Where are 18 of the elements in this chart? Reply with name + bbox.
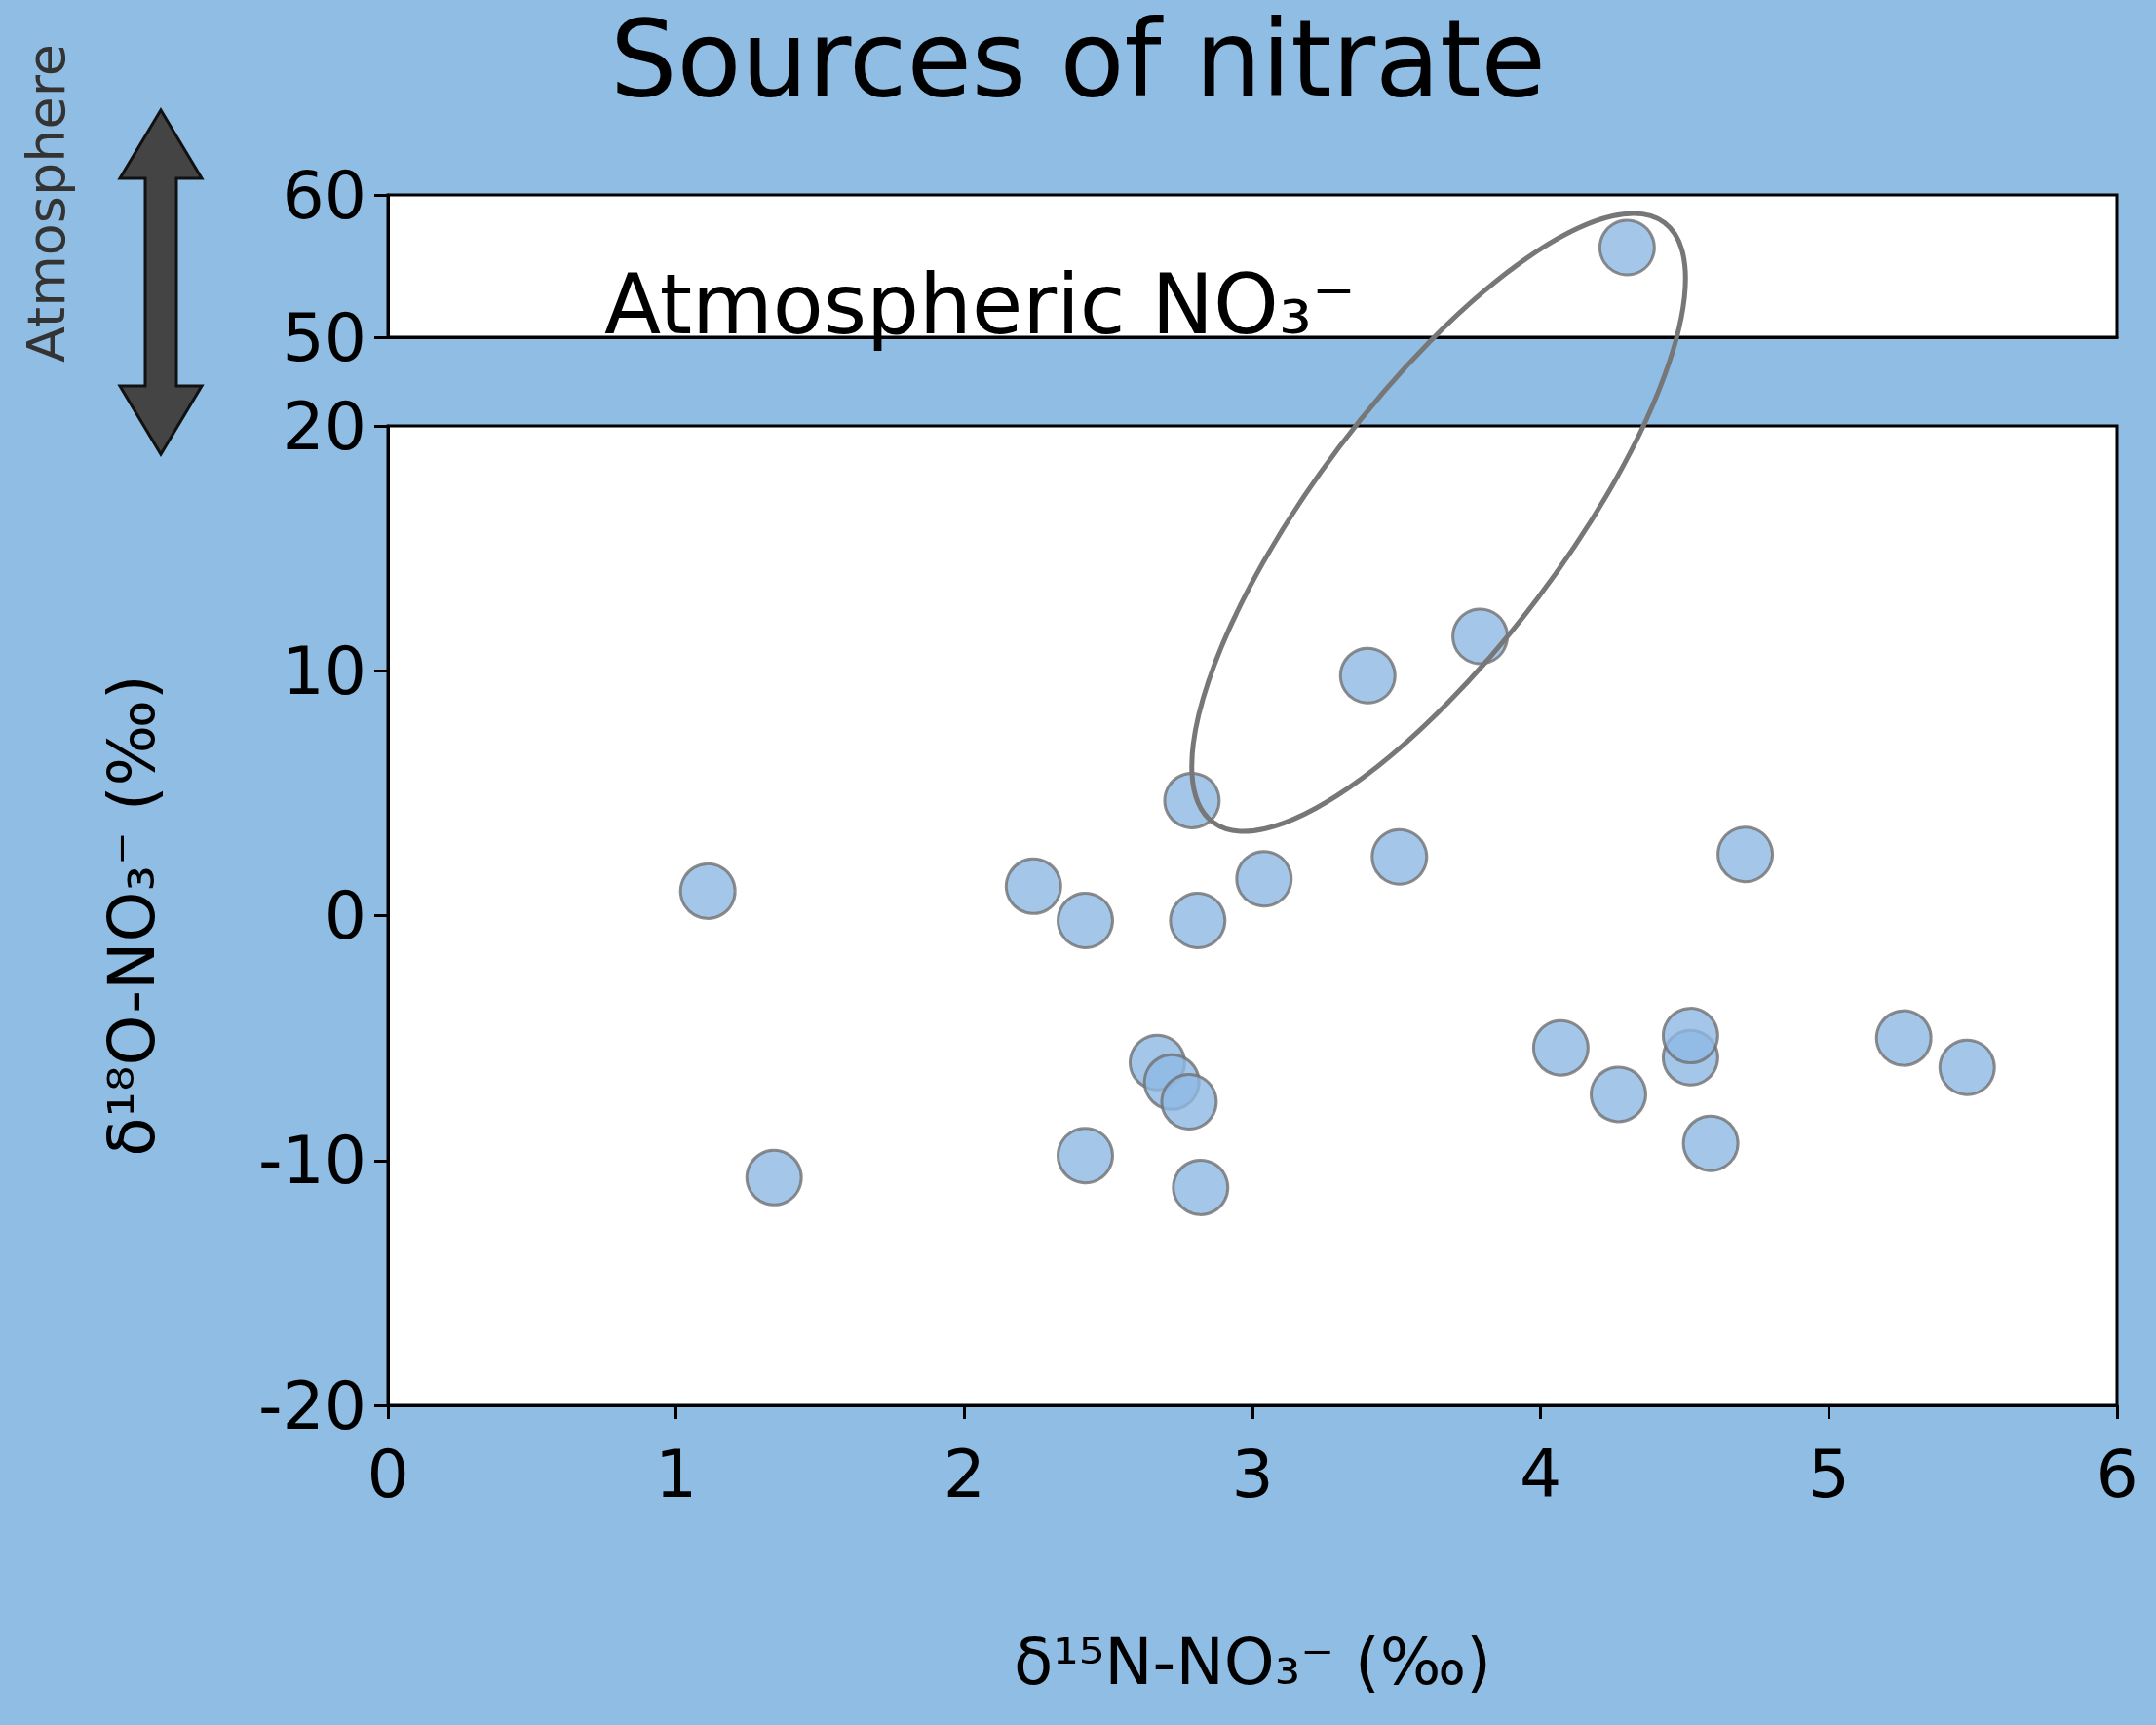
x-tick-label: 2: [943, 1435, 985, 1513]
x-tick-label: 6: [2096, 1435, 2138, 1513]
y-axis-title: δ¹⁸O-NO₃⁻ (‰): [94, 674, 170, 1157]
y-tick-label: 20: [282, 387, 366, 465]
x-tick-label: 5: [1807, 1435, 1850, 1513]
x-tick-label: 4: [1520, 1435, 1562, 1513]
annotation: Atmospheric NO₃⁻: [604, 256, 1356, 353]
y-tick-label: 0: [324, 877, 366, 954]
x-axis-title: δ¹⁵N-NO₃⁻ (‰): [1013, 1624, 1492, 1700]
text: Atmosphere: [15, 44, 77, 363]
y-tick-label: 60: [282, 156, 366, 234]
y-tick-label: -10: [257, 1122, 366, 1200]
x-tick-label: 3: [1231, 1435, 1274, 1513]
y-tick-label: 50: [282, 298, 366, 376]
y-tick-label: -20: [257, 1366, 366, 1444]
chart-title: Sources of nitrate: [609, 0, 1547, 120]
x-tick-label: 1: [655, 1435, 698, 1513]
y-tick-label: 10: [282, 632, 366, 709]
